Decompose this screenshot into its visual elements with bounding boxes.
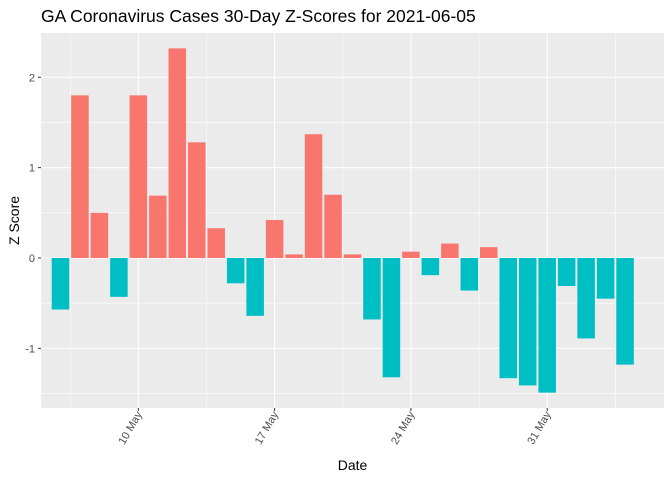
bar bbox=[538, 258, 556, 393]
bar bbox=[343, 254, 362, 258]
bar bbox=[324, 194, 342, 258]
bar bbox=[616, 258, 634, 365]
bar bbox=[110, 258, 128, 297]
x-tick-label: 24 May bbox=[389, 409, 418, 447]
bar bbox=[226, 258, 245, 284]
bar bbox=[129, 95, 148, 258]
bar bbox=[402, 251, 420, 258]
bar bbox=[207, 228, 225, 258]
bar bbox=[285, 254, 303, 258]
bar bbox=[441, 243, 459, 258]
bar bbox=[149, 195, 167, 258]
bar bbox=[51, 258, 70, 310]
bar bbox=[518, 258, 537, 386]
bar bbox=[460, 258, 479, 291]
bar bbox=[265, 220, 284, 258]
bar bbox=[382, 258, 401, 378]
bar bbox=[71, 95, 89, 258]
bars bbox=[51, 48, 634, 393]
bar bbox=[480, 247, 498, 258]
y-tick-label: -1 bbox=[25, 343, 35, 355]
y-axis-title: Z Score bbox=[6, 196, 22, 245]
y-tick-label: 2 bbox=[29, 72, 35, 84]
x-tick-label: 31 May bbox=[525, 409, 554, 447]
bar bbox=[499, 258, 518, 379]
x-tick-label: 17 May bbox=[253, 409, 282, 447]
y-tick-label: 1 bbox=[29, 163, 35, 175]
bar bbox=[246, 258, 264, 316]
chart-title: GA Coronavirus Cases 30-Day Z-Scores for… bbox=[41, 6, 476, 26]
x-axis: 10 May 17 May 24 May 31 May bbox=[117, 408, 554, 447]
x-axis-title: Date bbox=[338, 457, 368, 473]
y-axis: -1 0 1 2 bbox=[25, 72, 41, 355]
minor-gridlines bbox=[41, 33, 664, 408]
y-tick-label: 0 bbox=[29, 253, 35, 265]
bar bbox=[363, 258, 381, 320]
x-tick-label: 10 May bbox=[117, 409, 146, 447]
bar bbox=[168, 48, 187, 258]
bar bbox=[421, 258, 440, 276]
bar bbox=[596, 258, 615, 299]
bar bbox=[304, 134, 323, 258]
bar bbox=[557, 258, 576, 287]
bar bbox=[577, 258, 595, 339]
bar bbox=[187, 142, 206, 258]
bar bbox=[90, 212, 109, 258]
